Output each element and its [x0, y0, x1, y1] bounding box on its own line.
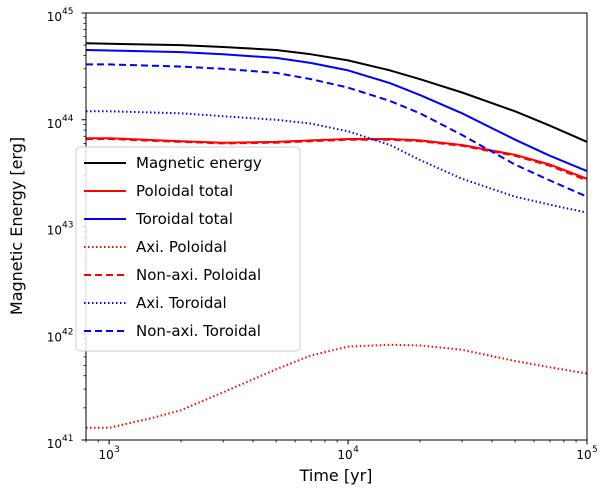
y-axis-label: Magnetic Energy [erg]: [7, 137, 26, 315]
legend-label: Poloidal total: [136, 182, 233, 200]
x-tick-label: 10: [99, 448, 114, 462]
x-axis-label: Time [yr]: [299, 466, 373, 485]
series-lines: [86, 42, 587, 429]
series-line-2: [86, 49, 587, 173]
x-tick-label-exponent: 5: [592, 445, 598, 455]
y-tick-label-exponent: 44: [62, 114, 74, 124]
legend-label: Magnetic energy: [136, 154, 262, 172]
y-tick-label: 10: [47, 224, 62, 238]
x-tick-label: 10: [576, 448, 591, 462]
series-line-3: [86, 343, 587, 429]
series-line-4: [86, 138, 587, 182]
legend-label: Axi. Poloidal: [136, 238, 227, 256]
y-tick-label-exponent: 41: [62, 434, 73, 444]
legend-label: Axi. Toroidal: [136, 294, 227, 312]
legend: Magnetic energy Poloidal total Toroidal to…: [75, 146, 301, 352]
legend-label: Toroidal total: [135, 210, 233, 228]
legend-label: Non-axi. Toroidal: [136, 322, 261, 340]
y-tick-label: 10: [47, 117, 62, 131]
y-tick-label-exponent: 42: [62, 327, 73, 337]
x-tick-label-exponent: 4: [353, 445, 359, 455]
legend-box: [75, 146, 301, 352]
legend-label: Non-axi. Poloidal: [136, 266, 261, 284]
x-tick-label: 10: [337, 448, 352, 462]
y-tick-label: 10: [47, 437, 62, 451]
y-tick-label: 10: [47, 330, 62, 344]
y-tick-label-exponent: 43: [62, 221, 73, 231]
y-tick-label-exponent: 45: [62, 7, 73, 17]
y-tick-label: 10: [47, 10, 62, 24]
series-line-0: [86, 42, 587, 143]
x-tick-label-exponent: 3: [114, 445, 120, 455]
